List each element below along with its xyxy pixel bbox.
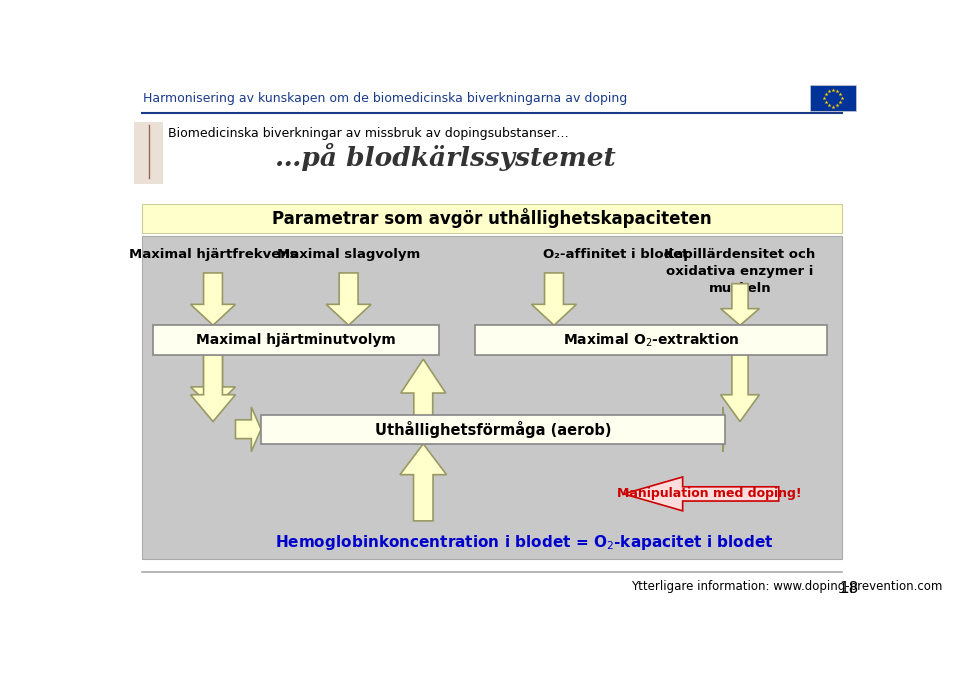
Text: Maximal slagvolym: Maximal slagvolym — [277, 247, 420, 260]
Polygon shape — [721, 354, 759, 421]
Text: 18: 18 — [839, 581, 858, 596]
Polygon shape — [190, 354, 235, 408]
Bar — [142, 204, 842, 233]
Bar — [261, 415, 725, 444]
Bar — [153, 325, 440, 354]
Bar — [134, 122, 163, 184]
Polygon shape — [400, 444, 446, 521]
Text: Biomedicinska biverkningar av missbruk av dopingsubstanser…: Biomedicinska biverkningar av missbruk a… — [168, 127, 568, 140]
Text: Maximal O$_2$-extraktion: Maximal O$_2$-extraktion — [563, 331, 739, 348]
Text: Hemoglobinkoncentration i blodet = O$_2$-kapacitet i blodet: Hemoglobinkoncentration i blodet = O$_2$… — [275, 533, 774, 552]
Polygon shape — [190, 273, 235, 325]
Text: Maximal hjärtminutvolym: Maximal hjärtminutvolym — [196, 333, 396, 347]
Text: …på blodkärlssystemet: …på blodkärlssystemet — [275, 143, 615, 171]
Text: Maximal hjärtfrekvens: Maximal hjärtfrekvens — [129, 247, 298, 260]
Bar — [475, 325, 827, 354]
Polygon shape — [326, 273, 372, 325]
Text: Kapillärdensitet och
oxidativa enzymer i
muskeln: Kapillärdensitet och oxidativa enzymer i… — [664, 247, 816, 294]
Polygon shape — [235, 407, 261, 451]
Bar — [142, 236, 842, 559]
Bar — [809, 85, 856, 111]
Text: Manipulation med doping!: Manipulation med doping! — [616, 488, 802, 501]
Text: Parametrar som avgör uthållighetskapaciteten: Parametrar som avgör uthållighetskapacit… — [273, 208, 711, 228]
Text: Ytterligare information: www.doping-prevention.com: Ytterligare information: www.doping-prev… — [632, 580, 943, 593]
Polygon shape — [721, 283, 759, 325]
Polygon shape — [721, 407, 725, 451]
Text: O: O — [542, 247, 554, 260]
Text: Harmonisering av kunskapen om de biomedicinska biverkningarna av doping: Harmonisering av kunskapen om de biomedi… — [143, 92, 628, 105]
Polygon shape — [400, 359, 445, 444]
Polygon shape — [624, 477, 779, 511]
Text: Uthållighetsförmåga (aerob): Uthållighetsförmåga (aerob) — [374, 421, 611, 438]
Polygon shape — [190, 354, 235, 421]
Text: ₂-affinitet i blodet: ₂-affinitet i blodet — [554, 247, 688, 260]
Polygon shape — [532, 273, 576, 325]
